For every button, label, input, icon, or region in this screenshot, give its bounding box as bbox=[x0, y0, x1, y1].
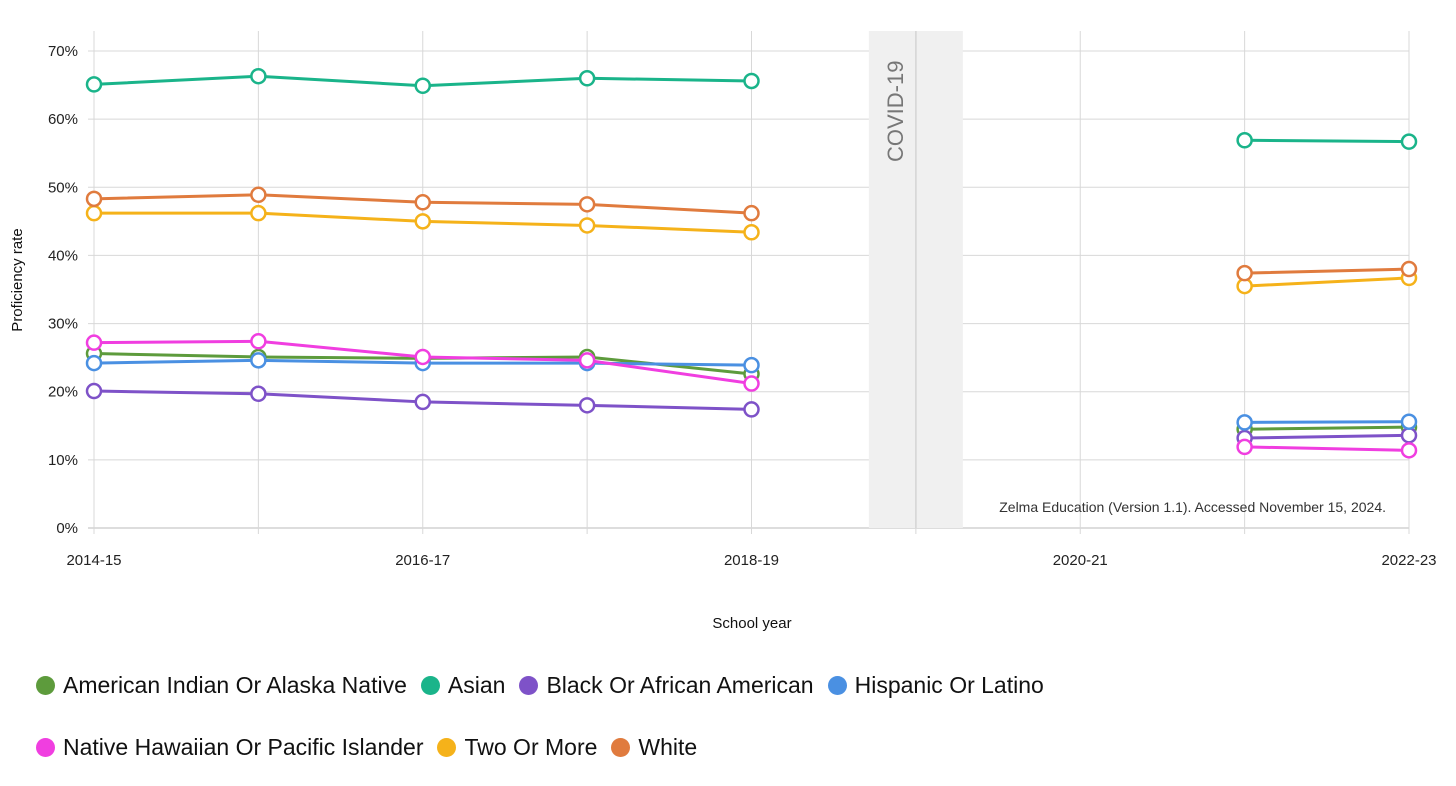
legend-swatch bbox=[827, 675, 847, 695]
data-point bbox=[85, 204, 103, 222]
legend-label: Asian bbox=[447, 671, 506, 698]
data-point bbox=[414, 194, 431, 211]
data-point bbox=[250, 186, 267, 204]
data-point bbox=[414, 393, 431, 411]
series-line bbox=[1243, 420, 1411, 424]
x-tick-label: 2022-23 bbox=[1381, 552, 1436, 569]
legend-swatch bbox=[437, 737, 457, 757]
data-point bbox=[1400, 413, 1418, 430]
legend-item-white[interactable]: White bbox=[611, 734, 697, 761]
data-point bbox=[578, 70, 596, 87]
data-point bbox=[1236, 264, 1253, 282]
data-point bbox=[85, 334, 103, 351]
data-point bbox=[1400, 260, 1418, 278]
legend: American Indian Or Alaska Native Asian B… bbox=[36, 662, 1436, 786]
data-point bbox=[578, 397, 596, 414]
data-point bbox=[743, 204, 760, 222]
x-axis-ticks: 2014-15 2016-17 2018-19 2020-21 2022-23 bbox=[66, 552, 1436, 569]
covid-band: COVID-19 bbox=[868, 31, 963, 528]
y-tick-label: 10% bbox=[48, 452, 78, 469]
data-point bbox=[414, 348, 431, 366]
legend-label: Native Hawaiian Or Pacific Islander bbox=[63, 733, 424, 760]
data-point bbox=[578, 352, 596, 369]
legend-swatch bbox=[611, 737, 631, 757]
data-point bbox=[743, 356, 760, 374]
data-point bbox=[578, 196, 596, 213]
x-axis-title: School year bbox=[712, 615, 791, 632]
series-line bbox=[1243, 267, 1411, 275]
legend-item-black[interactable]: Black Or African American bbox=[519, 671, 814, 699]
series-line bbox=[1243, 276, 1411, 288]
y-tick-label: 30% bbox=[48, 316, 78, 333]
data-point bbox=[250, 385, 267, 403]
x-tick-label: 2018-19 bbox=[724, 552, 779, 569]
data-point bbox=[743, 401, 760, 418]
series-2 bbox=[85, 382, 1418, 447]
data-point bbox=[743, 72, 760, 90]
covid-label: COVID-19 bbox=[883, 61, 908, 162]
legend-swatch bbox=[36, 675, 55, 695]
y-tick-label: 60% bbox=[48, 111, 78, 128]
series-1 bbox=[85, 67, 1418, 150]
data-point bbox=[250, 352, 267, 369]
y-tick-label: 40% bbox=[48, 247, 78, 264]
data-point bbox=[1400, 427, 1418, 444]
legend-swatch bbox=[519, 675, 539, 695]
legend-item-hispanic[interactable]: Hispanic Or Latino bbox=[827, 671, 1044, 699]
grid-lines bbox=[88, 31, 1410, 534]
data-point bbox=[85, 354, 103, 372]
legend-item-asian[interactable]: Asian bbox=[420, 671, 506, 699]
data-point bbox=[250, 333, 267, 350]
data-point bbox=[85, 382, 103, 400]
line-chart: COVID-19 0% 10% 20% 30% 40% 50% 60% 70% 2014-15… bbox=[9, 31, 1437, 632]
data-point bbox=[250, 67, 267, 85]
legend-label: White bbox=[638, 733, 698, 760]
y-tick-label: 0% bbox=[56, 520, 78, 537]
y-axis-ticks: 0% 10% 20% 30% 40% 50% 60% 70% bbox=[48, 43, 78, 537]
series-line bbox=[1243, 138, 1411, 144]
legend-label: Black Or African American bbox=[546, 671, 814, 698]
data-point bbox=[85, 190, 103, 208]
y-tick-label: 50% bbox=[48, 179, 78, 196]
data-point bbox=[578, 217, 596, 234]
data-point bbox=[250, 204, 267, 222]
data-point bbox=[85, 76, 103, 93]
legend-item-american-indian[interactable]: American Indian Or Alaska Native bbox=[36, 672, 407, 699]
y-tick-label: 70% bbox=[48, 43, 78, 60]
data-point bbox=[414, 213, 431, 230]
legend-item-native-hawaiian[interactable]: Native Hawaiian Or Pacific Islander bbox=[36, 734, 423, 761]
legend-label: Hispanic Or Latino bbox=[854, 671, 1044, 698]
series-4 bbox=[85, 333, 1418, 459]
legend-item-two-or-more[interactable]: Two Or More bbox=[437, 734, 597, 761]
x-tick-label: 2016-17 bbox=[395, 552, 450, 569]
data-point bbox=[743, 375, 760, 392]
series-group bbox=[85, 67, 1418, 459]
legend-label: American Indian Or Alaska Native bbox=[63, 671, 407, 698]
series-line bbox=[1243, 433, 1411, 440]
x-tick-label: 2014-15 bbox=[66, 552, 121, 569]
legend-swatch bbox=[420, 675, 440, 695]
legend-swatch bbox=[36, 737, 55, 757]
data-point bbox=[743, 224, 760, 241]
data-point bbox=[1236, 414, 1253, 431]
x-tick-label: 2020-21 bbox=[1053, 552, 1108, 569]
y-tick-label: 20% bbox=[48, 384, 78, 401]
series-line bbox=[1243, 445, 1411, 452]
data-point bbox=[1400, 133, 1418, 150]
y-axis-title: Proficiency rate bbox=[9, 228, 26, 331]
data-point bbox=[1400, 442, 1418, 459]
legend-row-1: American Indian Or Alaska Native Asian B… bbox=[36, 662, 1436, 708]
series-line bbox=[1243, 425, 1411, 431]
series-5 bbox=[85, 204, 1418, 295]
data-point bbox=[414, 77, 431, 95]
legend-label: Two Or More bbox=[464, 733, 598, 760]
data-point bbox=[1236, 132, 1253, 149]
legend-row-2: Native Hawaiian Or Pacific Islander Two … bbox=[36, 724, 1436, 770]
data-point bbox=[1236, 438, 1253, 456]
source-note: Zelma Education (Version 1.1). Accessed … bbox=[999, 499, 1386, 515]
series-6 bbox=[85, 186, 1418, 282]
